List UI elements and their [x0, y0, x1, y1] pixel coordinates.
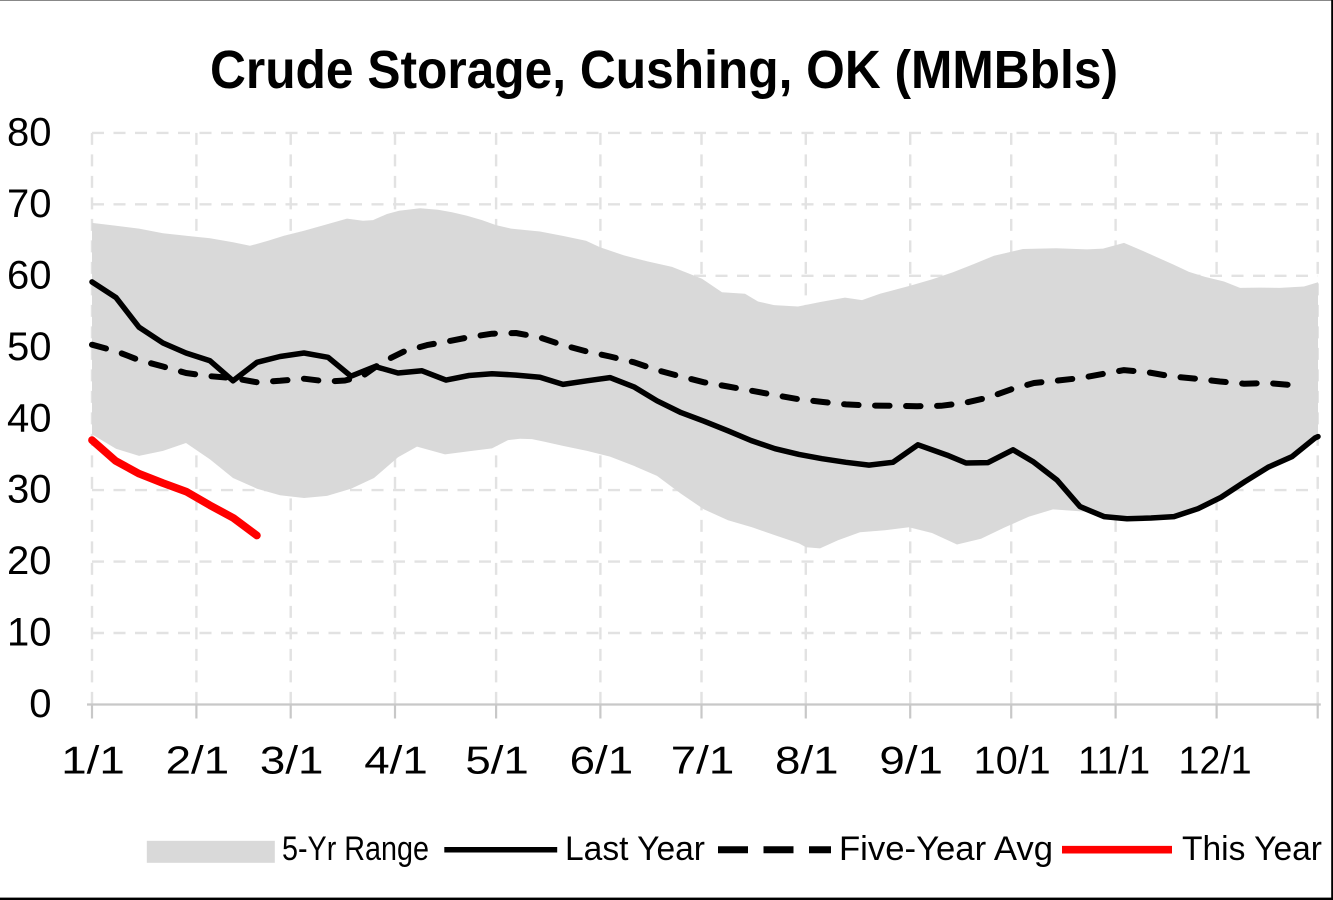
svg-text:11/1: 11/1 — [1078, 740, 1150, 783]
svg-text:Five-Year Avg: Five-Year Avg — [839, 830, 1053, 868]
svg-text:9/1: 9/1 — [879, 740, 943, 783]
svg-text:10/1: 10/1 — [974, 740, 1051, 783]
svg-text:8/1: 8/1 — [775, 740, 839, 783]
svg-text:2/1: 2/1 — [166, 740, 230, 783]
svg-text:10: 10 — [7, 611, 52, 655]
svg-text:70: 70 — [7, 182, 52, 226]
svg-text:50: 50 — [7, 325, 52, 369]
svg-text:Last Year: Last Year — [565, 830, 705, 868]
svg-text:80: 80 — [7, 111, 52, 155]
svg-text:Crude Storage, Cushing, OK (MM: Crude Storage, Cushing, OK (MMBbls) — [210, 41, 1118, 100]
svg-text:40: 40 — [7, 396, 52, 440]
svg-text:1/1: 1/1 — [61, 740, 125, 783]
svg-text:12/1: 12/1 — [1179, 740, 1252, 783]
svg-text:4/1: 4/1 — [364, 740, 428, 783]
svg-text:5-Yr Range: 5-Yr Range — [282, 830, 429, 868]
svg-text:3/1: 3/1 — [260, 740, 324, 783]
svg-text:7/1: 7/1 — [671, 740, 735, 783]
svg-text:0: 0 — [29, 682, 51, 726]
svg-text:6/1: 6/1 — [570, 740, 634, 783]
svg-text:5/1: 5/1 — [465, 740, 529, 783]
svg-text:20: 20 — [7, 539, 52, 583]
svg-text:30: 30 — [7, 468, 52, 512]
svg-text:60: 60 — [7, 253, 52, 297]
svg-text:This Year: This Year — [1182, 830, 1322, 868]
